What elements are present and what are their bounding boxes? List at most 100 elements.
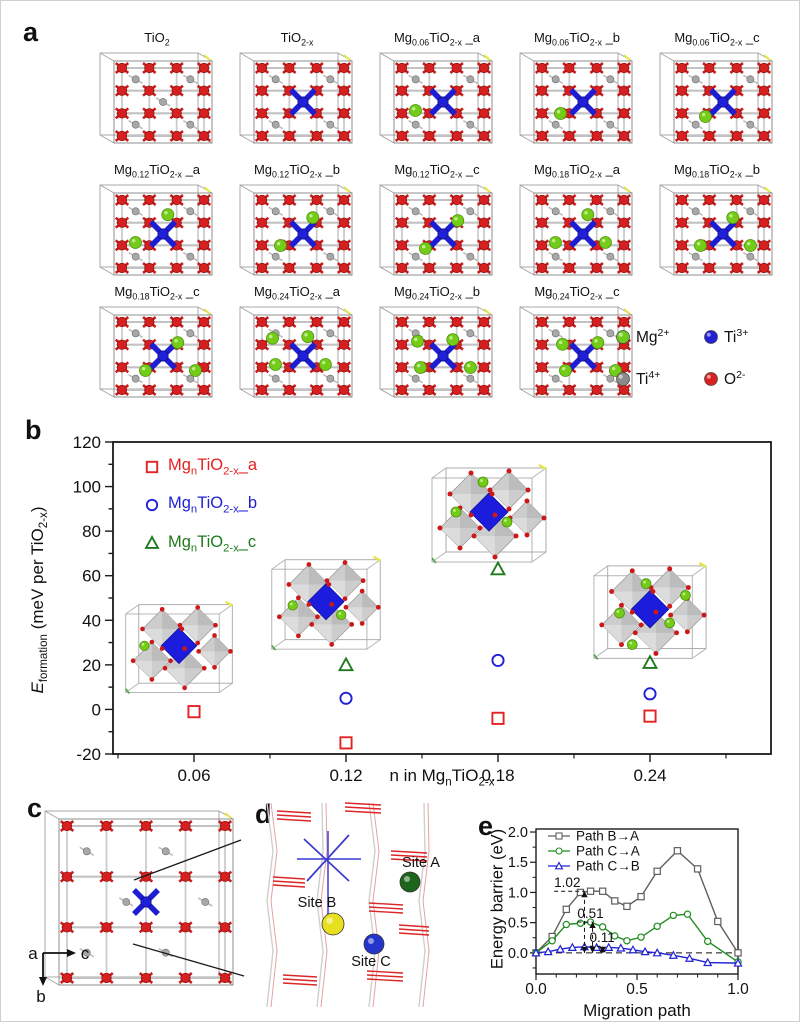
mg-atom (411, 334, 424, 348)
crystal-structure-image (379, 184, 493, 276)
legend-entry: Mg2+ (615, 327, 703, 347)
crystal-structure-image (519, 184, 633, 276)
structure-label: Mg0.06TiO2-x _b (533, 30, 621, 48)
annotation-label: 0.11 (590, 930, 615, 945)
crystal-structure (379, 52, 493, 144)
atom-legend: Mg2+ Ti3+ Ti4+ O2- (615, 327, 795, 389)
structure-label: Mg0.12TiO2-x _a (113, 162, 201, 180)
data-point-marker (693, 865, 702, 873)
crystal-structure-image (659, 52, 773, 144)
ti3-atom (437, 350, 449, 362)
b-y-axis-label: Eformation (meV per TiO2-x) (27, 506, 51, 694)
structure-row: TiO2 TiO2-x Mg0.06TiO2-x _a Mg0.06TiO2-x _b… (87, 29, 787, 149)
crystal-structure-image (99, 306, 213, 398)
legend-label: O2- (724, 369, 746, 389)
legend-entry: MgnTiO2-x_c (143, 533, 257, 554)
crystal-structure (659, 52, 773, 144)
data-point-marker (611, 897, 619, 905)
mg-atom (626, 639, 638, 650)
mg-atom (139, 640, 150, 651)
mg-atom (269, 358, 282, 371)
ti3-atom (437, 96, 449, 108)
structure-label: Mg0.18TiO2-x _a (533, 162, 621, 180)
crystal-structure (519, 306, 633, 398)
data-point-marker (703, 937, 712, 946)
tick-label: 1.0 (508, 885, 528, 901)
tick-label: 1.5 (508, 855, 528, 871)
mg-atom (171, 336, 185, 349)
mg-atom (559, 364, 572, 377)
mg-atom (451, 214, 465, 227)
data-point-marker (576, 919, 585, 927)
crystal-structure (239, 184, 353, 276)
structure-cell: Mg0.24TiO2-x _b (367, 283, 507, 403)
structure-label: TiO2 (144, 30, 170, 48)
tick-label: 40 (82, 611, 101, 630)
structure-label: Mg0.24TiO2-x _a (253, 284, 341, 302)
data-point-marker (733, 958, 743, 967)
data-point-marker (604, 942, 614, 951)
mg-atom (274, 239, 287, 252)
mg-atom (189, 364, 202, 377)
data-point-marker (489, 560, 507, 576)
tick-label: 20 (82, 656, 101, 675)
polyhedra-inset (125, 600, 233, 694)
legend-entry: MgnTiO2-x_a (143, 456, 257, 477)
mg-atom (726, 211, 740, 224)
legend-label: MgnTiO2-x_a (168, 456, 258, 478)
structure-row: Mg0.18TiO2-x _c Mg0.24TiO2-x _a Mg0.24TiO2… (87, 283, 647, 403)
legend-marker-icon (144, 535, 160, 550)
site-sphere (321, 912, 345, 936)
tick-label: Site A (402, 855, 440, 871)
legend-label: Path B→A (576, 829, 639, 844)
data-point-marker (640, 946, 650, 956)
data-point-marker (144, 535, 160, 550)
crystal-structure-image (519, 52, 633, 144)
data-point-marker (643, 687, 657, 701)
mg-atom (477, 476, 489, 488)
data-point-marker (337, 656, 355, 672)
data-point-marker (339, 736, 353, 750)
structure-row: Mg0.12TiO2-x _a Mg0.12TiO2-x _b Mg0.12TiO2… (87, 161, 787, 281)
crystal-structure-image (519, 306, 633, 398)
crystal-structure (379, 306, 493, 398)
e-y-axis-label: Energy barrier (eV) (488, 828, 507, 970)
b-x-axis-label: n in MgnTiO2-x (389, 766, 495, 789)
mg-atom (581, 208, 595, 221)
mg-atom (554, 107, 567, 120)
data-point-marker (548, 937, 556, 945)
data-point-marker (652, 948, 662, 957)
ti3-atom (157, 228, 169, 240)
crystal-structure (99, 306, 213, 398)
mg-atom (450, 506, 462, 518)
tick-label: a (28, 944, 38, 963)
ti3-atom (297, 228, 309, 240)
atom-ball-icon (616, 330, 630, 344)
mg-atom (664, 617, 675, 629)
mg-atom (464, 361, 477, 374)
ti3-atom (577, 96, 589, 108)
structure-cell: Mg0.12TiO2-x _b (227, 161, 367, 281)
polyhedra-inset (593, 561, 707, 660)
annotation-label: 0.51 (577, 906, 603, 921)
structure-cell: Mg0.06TiO2-x _b (507, 29, 647, 149)
ti3-polyhedron (160, 627, 198, 665)
mg-atom (549, 236, 562, 249)
tick-label: 1.0 (727, 981, 749, 998)
data-point-marker (703, 957, 713, 967)
mg-atom (501, 516, 513, 528)
crystal-structure (519, 184, 633, 276)
mg-atom (680, 590, 691, 601)
legend-label: Path C→B (576, 859, 640, 874)
panel-c: c a c b (11, 789, 249, 1021)
ti3-atom (437, 228, 449, 240)
legend-label: Path C→A (576, 844, 640, 859)
mg-atom (129, 236, 142, 249)
axis-indicator (39, 949, 76, 986)
tick-label: 2.0 (508, 825, 528, 841)
annotation-label: 1.02 (554, 875, 580, 890)
ti3-atom (297, 350, 309, 362)
panel-c-label: c (27, 793, 43, 823)
ti3-atom (157, 350, 169, 362)
